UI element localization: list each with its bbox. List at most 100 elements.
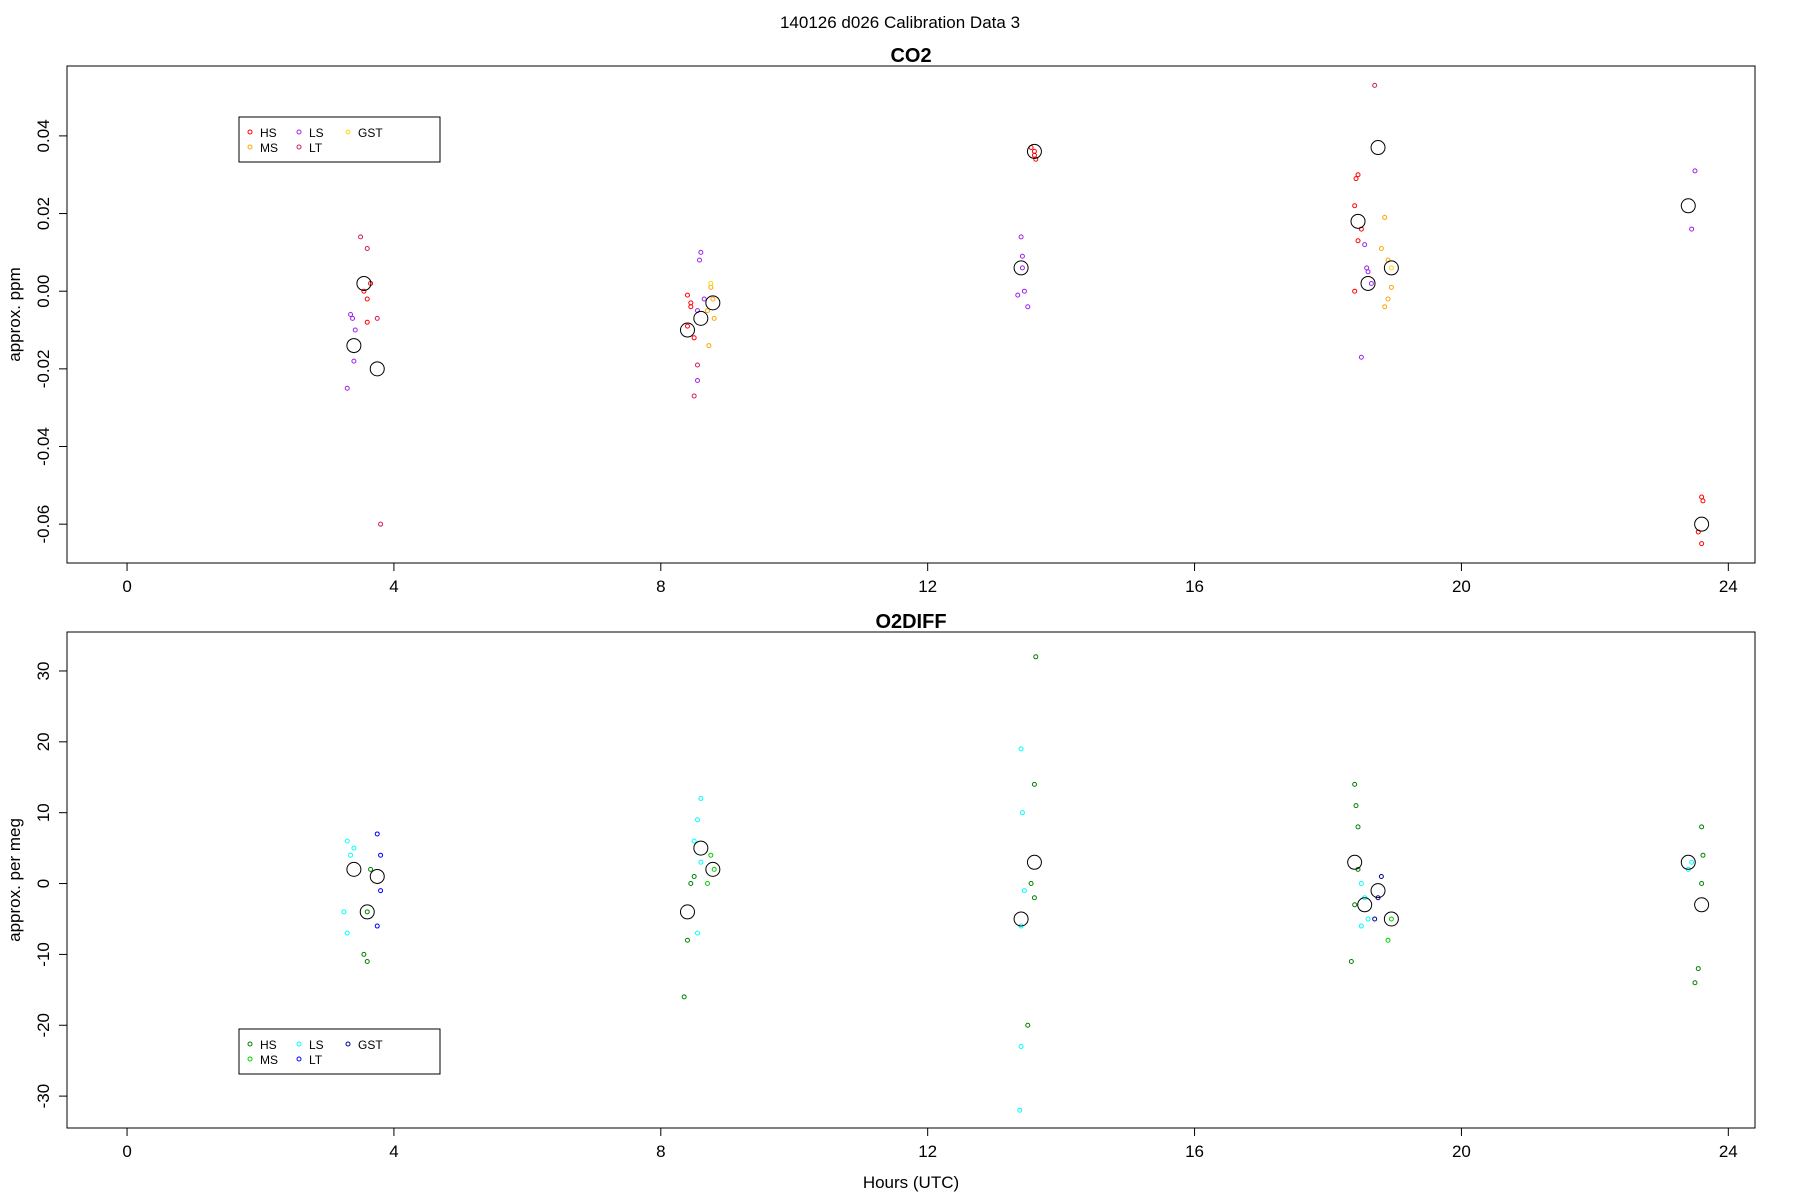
data-point xyxy=(1364,265,1370,271)
mean-point xyxy=(1013,911,1029,927)
x-tick-label: 12 xyxy=(918,1142,937,1161)
data-point xyxy=(1382,214,1388,220)
x-tick-label: 24 xyxy=(1719,1142,1738,1161)
data-point xyxy=(361,288,367,294)
data-point xyxy=(688,300,694,306)
data-point xyxy=(1385,296,1391,302)
series-mean-markers xyxy=(346,140,1710,532)
mean-point xyxy=(359,904,375,920)
data-point xyxy=(1382,304,1388,310)
data-point xyxy=(350,315,356,321)
figure-title: 140126 d026 Calibration Data 3 xyxy=(780,13,1020,32)
data-point xyxy=(351,845,357,851)
x-tick-label: 16 xyxy=(1185,577,1204,596)
data-point xyxy=(378,521,384,527)
x-tick-label: 8 xyxy=(656,1142,665,1161)
data-point xyxy=(1358,881,1364,887)
data-point xyxy=(378,888,384,894)
data-point xyxy=(681,994,687,1000)
legend-box xyxy=(238,1028,441,1075)
data-point xyxy=(1018,746,1024,752)
legend-label: MS xyxy=(260,141,278,155)
x-tick-label: 20 xyxy=(1452,577,1471,596)
legend-marker xyxy=(296,1056,302,1062)
data-point xyxy=(1031,152,1037,158)
y-tick-label: 0.02 xyxy=(34,197,53,230)
mean-point xyxy=(369,868,385,884)
legend-box xyxy=(238,116,441,163)
legend-label: HS xyxy=(260,126,277,140)
mean-point xyxy=(1347,854,1363,870)
x-tick-label: 20 xyxy=(1452,1142,1471,1161)
data-point xyxy=(698,859,704,865)
data-point xyxy=(1372,916,1378,922)
data-point xyxy=(1699,881,1705,887)
data-point xyxy=(1352,203,1358,209)
data-point xyxy=(348,852,354,858)
data-point xyxy=(1692,168,1698,174)
data-point xyxy=(1021,888,1027,894)
data-point xyxy=(1352,902,1358,908)
data-point xyxy=(698,796,704,802)
data-point xyxy=(364,909,370,915)
data-point xyxy=(364,296,370,302)
data-point xyxy=(684,323,690,329)
mean-point xyxy=(1013,260,1029,276)
mean-point xyxy=(1357,897,1373,913)
mean-point xyxy=(1350,213,1366,229)
legend-marker xyxy=(296,144,302,150)
data-point xyxy=(1033,654,1039,660)
y-tick-label: 0.04 xyxy=(34,119,53,152)
data-point xyxy=(1355,172,1361,178)
data-point xyxy=(1695,966,1701,972)
mean-point xyxy=(1370,883,1386,899)
data-point xyxy=(1025,304,1031,310)
data-point xyxy=(374,831,380,837)
data-point xyxy=(705,881,711,887)
series-mean-markers xyxy=(346,840,1710,927)
data-point xyxy=(1348,958,1354,964)
data-point xyxy=(1700,852,1706,858)
data-point xyxy=(694,930,700,936)
data-point xyxy=(1358,354,1364,360)
y-axis-label: approx. per meg xyxy=(5,818,24,942)
data-point xyxy=(691,335,697,341)
data-point xyxy=(374,315,380,321)
mean-point xyxy=(693,310,709,326)
data-point xyxy=(341,909,347,915)
data-point xyxy=(1019,265,1025,271)
chart-panel-o2diff: O2DIFF 0 4 8 12 16 20 24 -30 -20 -10 0 10 20 30 approx.… xyxy=(5,611,1756,1192)
data-point xyxy=(1388,284,1394,290)
data-point xyxy=(1015,292,1021,298)
data-point xyxy=(708,852,714,858)
legend-marker xyxy=(345,129,351,135)
legend-label: MS xyxy=(260,1053,278,1067)
x-tick-label: 12 xyxy=(918,577,937,596)
data-point xyxy=(696,257,702,263)
y-tick-label: 10 xyxy=(34,803,53,822)
mean-point xyxy=(1370,140,1386,156)
x-tick-label: 0 xyxy=(122,1142,131,1161)
mean-point xyxy=(1680,198,1696,214)
y-tick-label: -10 xyxy=(34,942,53,967)
data-point xyxy=(368,866,374,872)
data-point xyxy=(688,881,694,887)
data-point xyxy=(352,327,358,333)
data-point xyxy=(364,319,370,325)
data-point xyxy=(1699,824,1705,830)
series-lt xyxy=(374,831,384,929)
data-point xyxy=(1385,937,1391,943)
data-point xyxy=(691,873,697,879)
data-point xyxy=(1017,1107,1023,1113)
mean-point xyxy=(705,295,721,311)
data-point xyxy=(694,378,700,384)
data-point xyxy=(1689,859,1695,865)
legend-label: GST xyxy=(358,1038,383,1052)
legend-marker xyxy=(296,1041,302,1047)
data-point xyxy=(1019,810,1025,816)
y-tick-label: 0 xyxy=(34,879,53,888)
data-point xyxy=(708,280,714,286)
data-point xyxy=(1018,234,1024,240)
x-axis-label: Hours (UTC) xyxy=(863,1173,959,1192)
